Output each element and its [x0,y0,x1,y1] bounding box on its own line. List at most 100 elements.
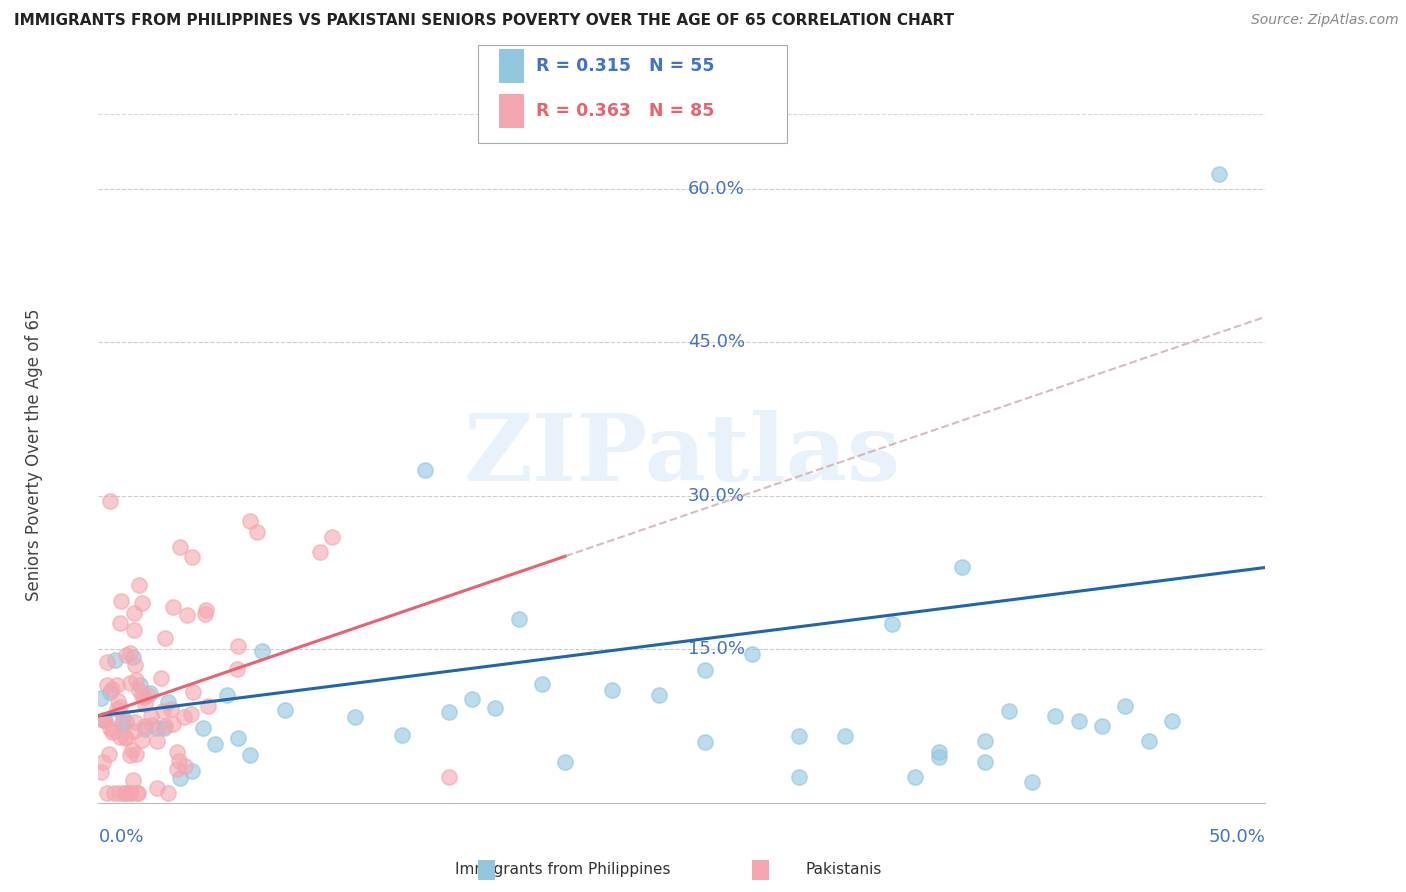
Point [162,717,184,731]
Point [1208,167,1230,181]
Point [149,671,172,685]
Point [129,678,152,692]
Point [152,721,174,735]
Text: Immigrants from Philippines: Immigrants from Philippines [454,863,671,877]
Point [321,530,343,544]
Point [96,786,118,800]
Point [180,707,202,722]
Point [103,723,125,738]
Point [134,697,156,711]
Point [96,655,118,669]
Point [508,612,530,626]
Point [974,734,997,748]
Point [741,648,763,662]
Point [111,710,134,724]
Point [121,743,143,757]
Point [974,755,997,769]
Point [101,725,124,739]
Point [193,721,215,735]
Point [98,721,121,735]
Point [98,747,121,761]
Point [1045,708,1067,723]
Point [91,755,114,769]
Point [139,708,162,723]
Point [146,721,169,735]
Point [108,615,131,630]
Point [134,723,156,737]
Point [111,715,134,730]
Point [134,719,156,733]
Point [274,703,297,717]
Point [105,702,128,716]
Point [180,764,202,778]
Point [108,786,131,800]
Point [108,700,131,714]
Point [125,673,148,687]
Point [118,748,141,763]
Point [122,606,145,620]
Point [155,718,177,732]
Text: R = 0.363   N = 85: R = 0.363 N = 85 [536,102,714,120]
Point [197,699,219,714]
Point [169,772,191,786]
Point [647,689,669,703]
Point [90,690,112,705]
Point [115,715,138,730]
Point [90,765,112,780]
Point [997,704,1019,718]
Point [169,540,191,554]
Point [173,710,195,724]
Point [413,463,436,477]
Point [600,683,623,698]
Point [114,731,136,745]
Point [787,729,810,743]
Point [695,734,717,748]
Point [169,754,191,768]
Point [104,653,127,667]
Point [131,733,153,747]
Point [114,786,136,800]
Point [1114,698,1136,713]
Point [228,639,250,653]
Point [112,786,135,800]
Point [115,731,138,745]
Point [183,685,205,699]
Point [174,759,197,773]
Point [156,786,179,800]
Point [122,649,145,664]
Point [1161,714,1184,728]
Point [103,786,125,800]
Point [1091,719,1114,733]
Point [124,657,146,672]
Point [98,494,121,508]
Point [204,737,226,751]
Point [228,731,250,745]
Point [94,713,117,727]
Point [125,747,148,761]
Point [98,685,121,699]
Point [96,678,118,692]
Point [194,607,217,622]
Point [194,603,217,617]
Point [105,678,128,692]
Text: 50.0%: 50.0% [1209,829,1265,847]
Point [153,631,176,645]
Text: IMMIGRANTS FROM PHILIPPINES VS PAKISTANI SENIORS POVERTY OVER THE AGE OF 65 CORR: IMMIGRANTS FROM PHILIPPINES VS PAKISTANI… [14,13,955,29]
Point [225,662,247,676]
Point [122,773,145,788]
Text: Source: ZipAtlas.com: Source: ZipAtlas.com [1251,13,1399,28]
Point [114,648,136,663]
Point [128,682,150,697]
Point [131,689,153,703]
Point [128,577,150,591]
Point [118,786,141,800]
Point [136,688,159,702]
Point [139,686,162,700]
Point [157,695,180,709]
Point [880,616,903,631]
Point [124,723,146,738]
Point [127,786,149,800]
Point [120,676,142,690]
Point [131,596,153,610]
Point [1067,714,1090,728]
